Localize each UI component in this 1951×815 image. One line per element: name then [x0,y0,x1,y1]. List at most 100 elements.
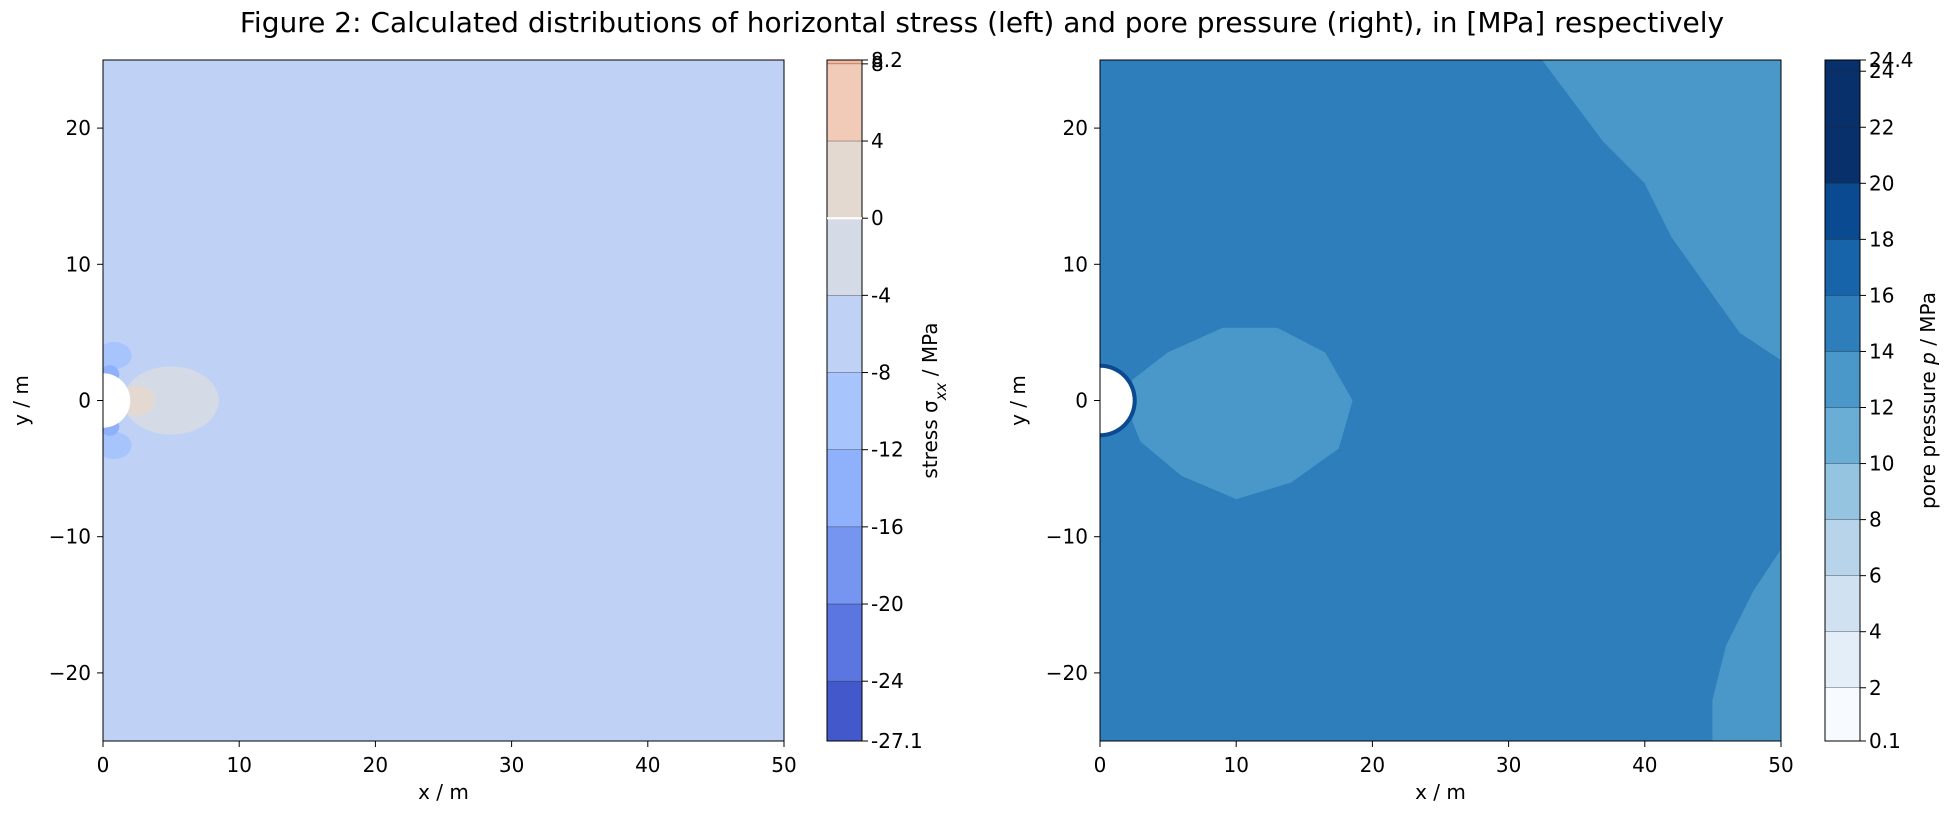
colorbar-tick-label: 24 [1869,59,1894,83]
x-tick-label: 50 [771,753,796,777]
x-tick-label: 10 [1223,753,1248,777]
x-tick-label: 20 [363,753,388,777]
y-tick-label: −10 [1046,525,1088,549]
contour-region [1542,60,1781,361]
colorbar-level [1825,687,1860,741]
x-tick-label: 10 [226,753,251,777]
colorbar-tick-label: 2 [1869,676,1882,700]
colorbar-level [1825,239,1860,296]
y-tick-label: −20 [1046,661,1088,685]
colorbar-level [827,141,862,219]
colorbar-level [827,526,862,605]
stress-y-axis-label: y / m [9,375,33,426]
colorbar-level [827,295,862,373]
stress-contour-plot [102,59,785,742]
colorbar-label-prefix: pore pressure [1916,365,1940,509]
y-tick-label: 10 [1063,252,1088,276]
colorbar-tick-label: 6 [1869,564,1882,588]
stress-colorbar: -27.1 -24 -20 -16 -12 -8 -4 0 4 88.2 [826,48,923,753]
colorbar-level [1825,631,1860,688]
x-tick-label: 30 [499,753,524,777]
y-tick-label: 0 [78,389,91,413]
stress-x-axis-label: x / m [418,780,469,804]
colorbar-level [1825,407,1860,464]
colorbar-level [1825,519,1860,576]
contour-region [103,341,132,370]
x-tick-label: 50 [1768,753,1793,777]
colorbar-level [1825,295,1860,352]
x-tick-label: 20 [1360,753,1385,777]
colorbar-tick-label: 18 [1869,227,1894,251]
colorbar-label-suffix: / MPa [918,322,942,382]
colorbar-level [1825,463,1860,520]
colorbar-tick-label: 8.2 [871,48,903,72]
colorbar-level [827,218,862,296]
colorbar-tick-label: 8 [871,52,884,76]
colorbar-tick-label: 22 [1869,115,1894,139]
colorbar-tick-label: 4 [871,129,884,153]
colorbar-tick-label: 16 [1869,283,1894,307]
colorbar-level [827,60,862,64]
y-tick-label: 20 [66,116,91,140]
colorbar-tick-label: -8 [871,361,891,385]
pressure-axis-ticks: 0 10 20 30 40 50 −20 −10 0 10 20 [1046,116,1794,777]
colorbar-level [827,372,862,450]
colorbar-tick-label: -20 [871,592,904,616]
colorbar-level [1825,575,1860,632]
x-tick-label: 0 [1094,753,1107,777]
borehole [1100,367,1133,434]
contour-region [1712,549,1781,741]
contour-region [1132,327,1353,500]
colorbar-level [1825,351,1860,408]
colorbar-label-subscript: p [1916,352,1940,366]
pressure-y-axis-label: y / m [1006,375,1030,426]
colorbar-level [1825,71,1860,128]
colorbar-tick-label: 4 [1869,620,1882,644]
x-tick-label: 30 [1496,753,1521,777]
borehole [103,373,131,428]
y-tick-label: 10 [66,252,91,276]
stress-axis-ticks: 0 10 20 30 40 50 −20 −10 0 10 20 [49,116,797,777]
colorbar-level [1825,183,1860,240]
colorbar-tick-label: 20 [1869,171,1894,195]
contour-fills [103,60,784,741]
x-tick-label: 0 [97,753,110,777]
colorbar-tick-label: 8 [1869,508,1882,532]
colorbar-tick-label: 0 [871,206,884,230]
colorbar-level [827,449,862,527]
colorbar-tick-label: -24 [871,669,904,693]
colorbar-label-subscript: xx [932,382,950,401]
colorbar-label-suffix: / MPa [1916,292,1940,352]
figure-title: Figure 2: Calculated distributions of ho… [240,6,1724,39]
colorbar-tick-label: 14 [1869,339,1894,363]
colorbar-frame [826,59,863,742]
colorbar-level [1825,60,1860,72]
colorbar-label-prefix: stress σ [918,400,942,479]
contour-fills [1100,60,1781,741]
stress-colorbar-label: stress σxx / MPa [918,322,950,478]
colorbar-tick-label: 10 [1869,452,1894,476]
x-tick-label: 40 [1632,753,1657,777]
colorbar-frame [1824,59,1861,742]
colorbar-tick-label: -12 [871,438,904,462]
colorbar-level [827,681,862,741]
colorbar-tick-label: 12 [1869,396,1894,420]
colorbar-tick-label: -27.1 [871,729,923,753]
colorbar-tick-label: -16 [871,515,904,539]
y-tick-label: −20 [49,661,91,685]
colorbar-tick-label: -4 [871,283,891,307]
contour-region [123,366,219,435]
colorbar-level [827,604,862,682]
colorbar-tick-label: 24.4 [1869,48,1914,72]
y-tick-label: 0 [1075,389,1088,413]
colorbar-level [827,63,862,142]
contour-region [103,431,132,460]
y-tick-label: 20 [1063,116,1088,140]
pressure-contour-plot [1099,59,1782,742]
colorbar-level [1825,127,1860,184]
colorbar-tick-label: 0.1 [1869,729,1901,753]
